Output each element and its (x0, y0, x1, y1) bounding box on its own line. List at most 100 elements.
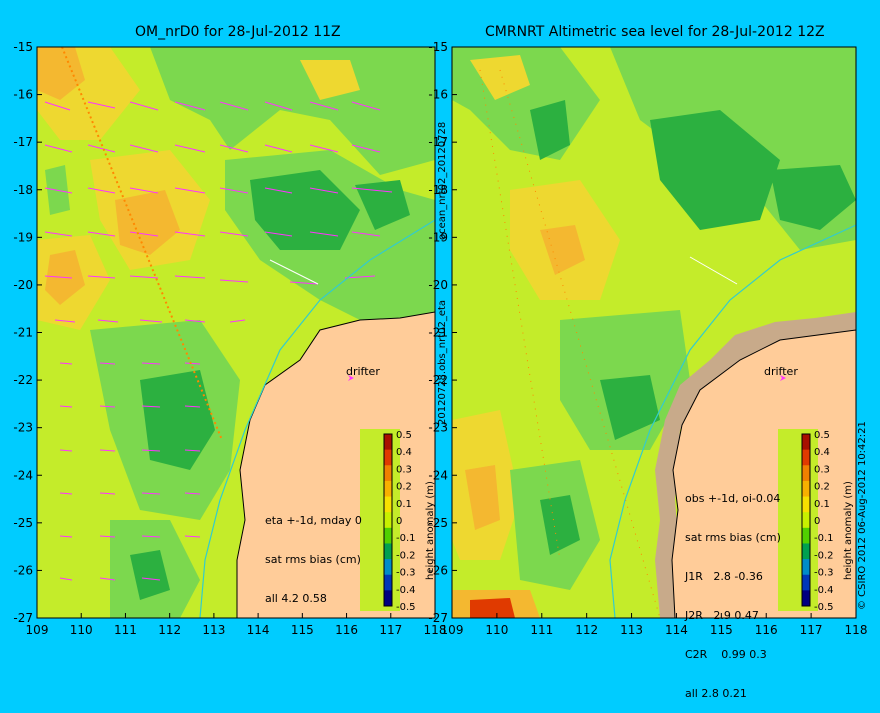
y-tick-label: -25 (428, 516, 448, 530)
y-tick-label: -20 (13, 278, 33, 292)
colorbar-swatch (384, 543, 392, 560)
x-tick-label: 117 (800, 623, 823, 637)
colorbar-tick-label: -0.5 (814, 602, 834, 613)
y-tick-label: -21 (428, 326, 448, 340)
colorbar-tick-label: 0.2 (396, 482, 412, 493)
right-stats-line: J1R 2.8 -0.36 (685, 570, 763, 583)
colorbar-tick-label: 0.2 (814, 482, 830, 493)
y-tick-label: -20 (428, 278, 448, 292)
right-drifter-label: drifter (764, 365, 798, 378)
colorbar-swatch (802, 527, 810, 544)
x-tick-label: 109 (26, 623, 49, 637)
colorbar-swatch (384, 574, 392, 591)
y-tick-label: -15 (428, 40, 448, 54)
colorbar-swatch (384, 480, 392, 498)
left-colorbar: 0.5 0.4 0.3 0.2 0.1 0 -0.1 -0.2 -0.3 -0.4 -0.5 (360, 429, 416, 613)
colorbar-tick-label: 0.1 (396, 499, 412, 510)
colorbar-swatch (802, 434, 810, 451)
colorbar-tick-label: -0.1 (814, 533, 834, 544)
colorbar-frame (383, 433, 393, 607)
colorbar-label-right: height anomaly (m) (843, 481, 854, 580)
y-tick-label: -18 (13, 183, 33, 197)
colorbar-tick-label: -0.5 (396, 602, 416, 613)
right-stats-line: all 2.8 0.21 (685, 687, 747, 700)
y-tick-label: -21 (13, 326, 33, 340)
colorbar-swatch (384, 496, 392, 513)
left-drifter-label: drifter (346, 365, 380, 378)
y-tick-label: -23 (13, 421, 33, 435)
colorbar-swatch (802, 559, 810, 576)
colorbar-swatch (802, 449, 810, 466)
x-tick-label: 118 (845, 623, 868, 637)
colorbar-tick-label: 0.1 (814, 499, 830, 510)
colorbar-tick-label: -0.2 (396, 550, 416, 561)
y-tick-label: -26 (428, 563, 448, 577)
colorbar-swatch (802, 496, 810, 513)
colorbar-tick-label: -0.4 (814, 585, 834, 596)
y-tick-label: -27 (13, 611, 33, 625)
colorbar-bg (360, 429, 400, 611)
y-tick-label: -19 (13, 230, 33, 244)
colorbar-swatch (802, 480, 810, 498)
right-stats: obs +-1d, oi-0.04 sat rms bias (cm) J1R … (685, 466, 781, 713)
x-tick-label: 116 (755, 623, 778, 637)
x-tick-label: 117 (379, 623, 402, 637)
x-tick-label: 115 (710, 623, 733, 637)
colorbar-tick-label: 0.3 (396, 464, 412, 475)
colorbar-tick-label: 0 (814, 516, 820, 527)
colorbar-tick-label: -0.3 (396, 568, 416, 579)
colorbar-tick-label: 0 (396, 516, 402, 527)
y-tick-label: -27 (428, 611, 448, 625)
drifter-marker-left (348, 375, 354, 381)
right-map-plot (452, 47, 856, 618)
left-axis-ticks: 109 110 111 112 113 114 115 116 117 118 -15 -16 -17 -… (13, 40, 446, 637)
y-tick-label: -19 (428, 230, 448, 244)
x-tick-label: 110 (485, 623, 508, 637)
colorbar-tick-label: 0.5 (814, 430, 830, 441)
x-tick-label: 115 (291, 623, 314, 637)
colorbar-swatch (802, 465, 810, 482)
obs-file-label: 20120728.obs_nrt02_eta (437, 299, 448, 425)
left-stats-line: all 4.2 0.58 (265, 592, 327, 605)
y-tick-label: -25 (13, 516, 33, 530)
right-stats-line: C2R 0.99 0.3 (685, 648, 767, 661)
colorbar-frame (801, 433, 811, 607)
y-tick-label: -15 (13, 40, 33, 54)
right-stats-line: obs +-1d, oi-0.04 (685, 492, 781, 505)
y-tick-label: -24 (428, 468, 448, 482)
right-colorbar: 0.5 0.4 0.3 0.2 0.1 0 -0.1 -0.2 -0.3 -0.4 -0.5 (778, 429, 834, 613)
x-tick-label: 118 (424, 623, 447, 637)
colorbar-tick-label: -0.2 (814, 550, 834, 561)
colorbar-bg (778, 429, 818, 611)
map-figure: 109 110 111 112 113 114 115 116 117 118 -15 -16 -17 -… (13, 40, 867, 637)
colorbar-swatch (384, 434, 392, 451)
y-tick-label: -16 (428, 88, 448, 102)
colorbar-swatch (384, 527, 392, 544)
x-tick-label: 110 (70, 623, 93, 637)
y-tick-label: -17 (13, 135, 33, 149)
colorbar-swatch (384, 559, 392, 576)
y-tick-label: -22 (13, 373, 33, 387)
x-tick-label: 112 (575, 623, 598, 637)
colorbar-swatch (384, 590, 392, 607)
colorbar-tick-label: -0.1 (396, 533, 416, 544)
y-tick-label: -22 (428, 373, 448, 387)
x-tick-label: 116 (335, 623, 358, 637)
left-map-title: OM_nrD0 for 28-Jul-2012 11Z (135, 24, 341, 40)
colorbar-tick-label: -0.4 (396, 585, 416, 596)
right-stats-line: J2R 2.9 0.47 (685, 609, 759, 622)
copyright-label: © CSIRO 2012 06-Aug-2012 10:42:21 (857, 421, 868, 610)
x-tick-label: 113 (202, 623, 225, 637)
colorbar-tick-label: -0.3 (814, 568, 834, 579)
colorbar-tick-label: 0.4 (396, 447, 412, 458)
colorbar-tick-label: 0.5 (396, 430, 412, 441)
colorbar-tick-label: 0.3 (814, 464, 830, 475)
y-tick-label: -23 (428, 421, 448, 435)
colorbar-swatch (802, 543, 810, 560)
colorbar-tick-label: 0.4 (814, 447, 830, 458)
x-tick-label: 109 (441, 623, 464, 637)
right-axis-ticks: 109 110 111 112 113 114 115 116 117 118 -15 -16 -17 -… (428, 40, 867, 637)
left-stats-line: sat rms bias (cm) (265, 553, 361, 566)
x-tick-label: 111 (530, 623, 553, 637)
right-stats-line: sat rms bias (cm) (685, 531, 781, 544)
